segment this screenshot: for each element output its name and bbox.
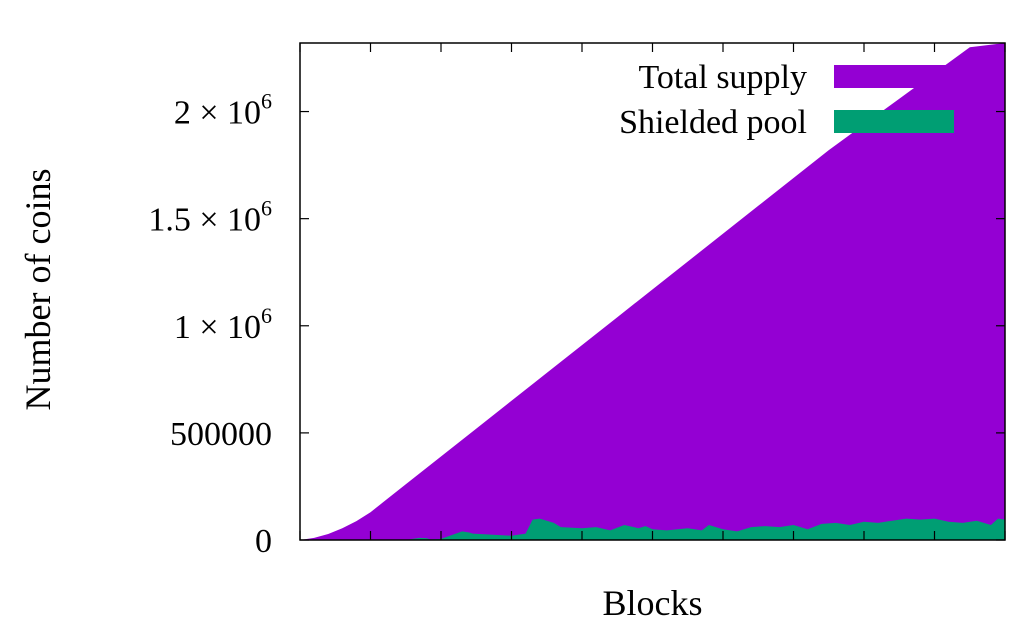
y-axis-ticks: 0 500000 1 × 106 1.5 × 106 2 × 106 (148, 89, 1005, 560)
x-axis-label: Blocks (602, 583, 702, 623)
y-tick-label: 2 × 106 (174, 89, 272, 132)
chart-areas (300, 43, 1005, 540)
y-tick-label: 500000 (170, 416, 272, 453)
legend: Total supply Shielded pool (619, 59, 954, 141)
x-axis-ticks (299, 43, 1006, 540)
legend-swatch (834, 65, 954, 88)
y-tick-label: 0 (255, 523, 272, 560)
y-tick-label: 1.5 × 106 (148, 196, 272, 239)
legend-label: Total supply (638, 59, 807, 96)
legend-label: Shielded pool (619, 104, 807, 141)
y-tick-label: 1 × 106 (174, 303, 272, 346)
y-axis-label: Number of coins (18, 169, 58, 411)
area-series-total-supply (300, 43, 1005, 540)
legend-swatch (834, 110, 954, 133)
area-series-shielded-pool (300, 518, 1005, 540)
